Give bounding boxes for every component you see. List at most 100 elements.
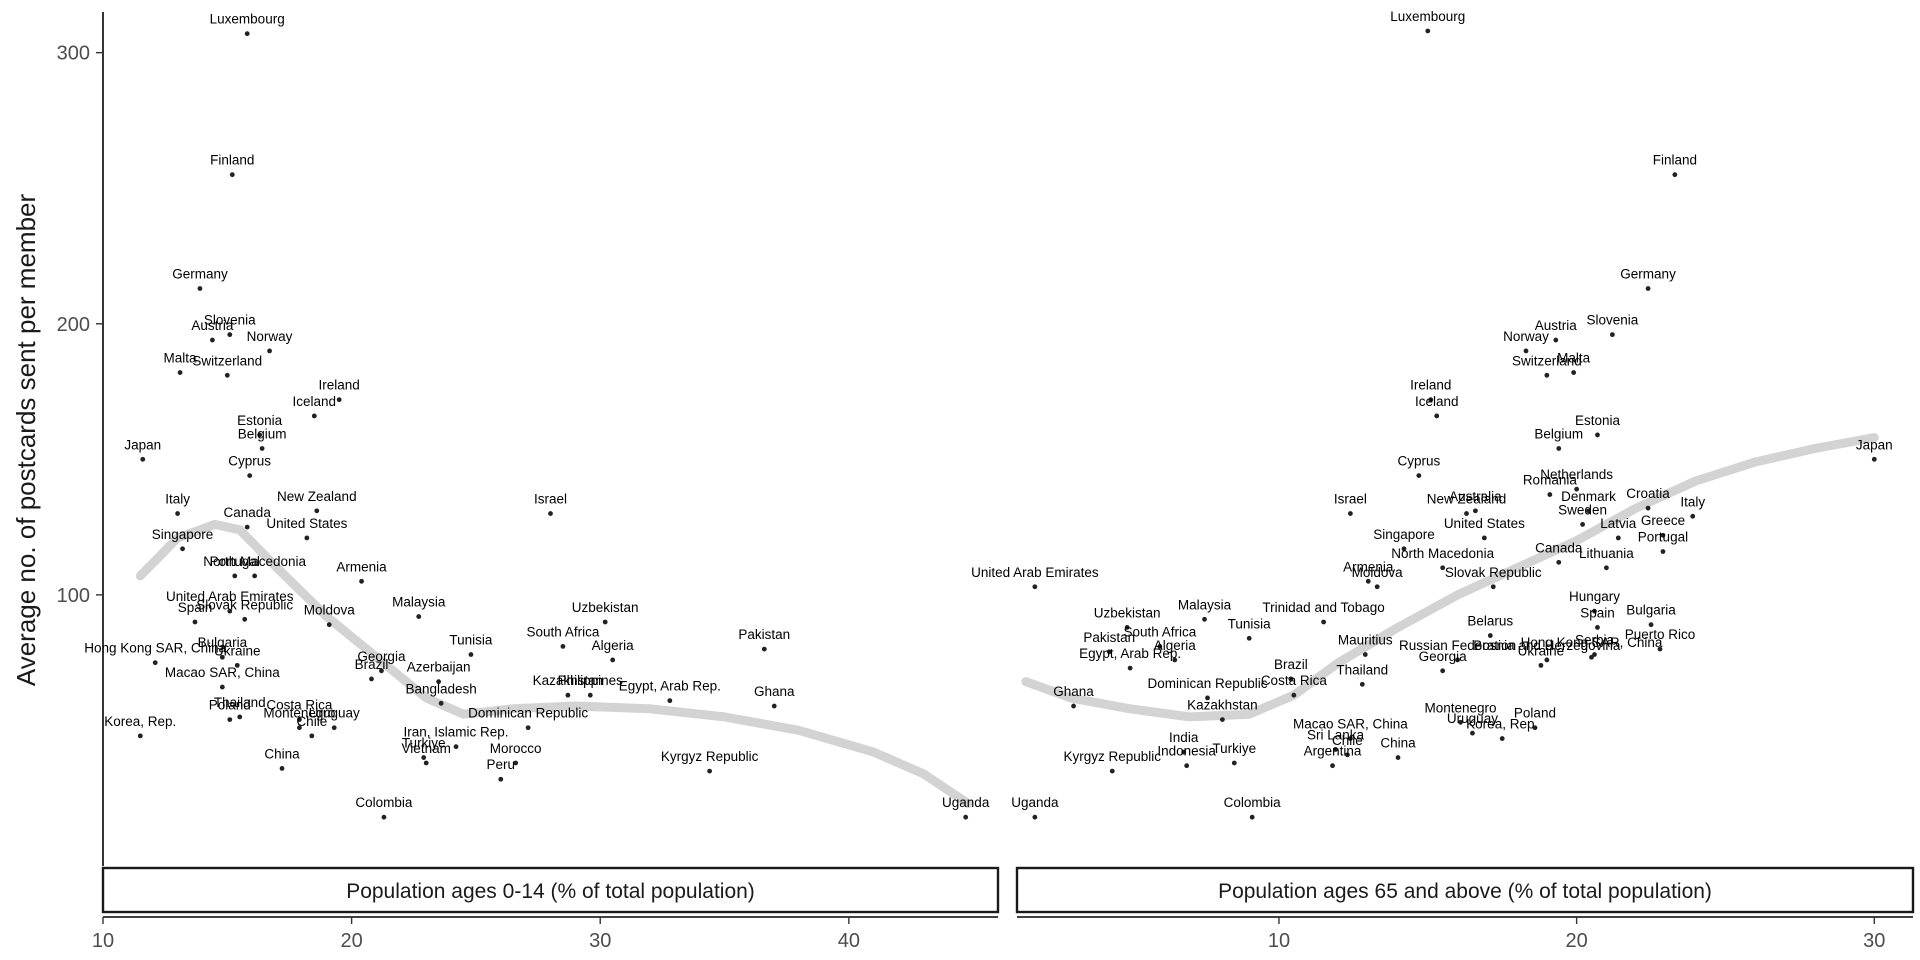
point-label: Portugal <box>210 554 260 569</box>
data-point <box>1574 486 1580 492</box>
strip-label: Population ages 0-14 (% of total populat… <box>346 880 755 903</box>
point-label: Israel <box>1334 492 1367 507</box>
point-label: Argentina <box>1304 744 1362 759</box>
point-label: Netherlands <box>1540 467 1613 482</box>
data-point <box>438 700 444 706</box>
point-label: Ukraine <box>214 643 261 658</box>
data-point <box>234 662 240 668</box>
point-label: Korea, Rep. <box>104 714 176 729</box>
point-label: Italy <box>1680 494 1705 509</box>
point-label: Cyprus <box>228 454 271 469</box>
data-point <box>1470 730 1475 736</box>
x-tick-label: 20 <box>1566 930 1588 952</box>
point-label: Norway <box>1503 329 1549 344</box>
point-label: Turkiye <box>1212 741 1256 756</box>
data-point <box>336 397 342 403</box>
point-label: Estonia <box>1575 413 1621 428</box>
point-label: Costa Rica <box>266 698 333 713</box>
data-point <box>602 619 608 625</box>
point-label: New Zealand <box>1427 492 1507 507</box>
data-point <box>180 546 185 552</box>
point-label: Philippines <box>558 673 624 688</box>
point-label: Colombia <box>1224 795 1282 810</box>
point-label: Moldova <box>1352 565 1404 580</box>
data-point <box>252 573 258 579</box>
data-point <box>227 717 233 722</box>
point-label: Armenia <box>1343 559 1394 574</box>
data-point <box>1609 332 1615 338</box>
data-point <box>1645 505 1651 511</box>
data-point <box>1481 535 1487 541</box>
data-point <box>1589 654 1594 660</box>
point-label: Luxembourg <box>210 12 285 27</box>
data-point <box>259 446 265 451</box>
data-point <box>314 508 320 514</box>
point-label: Peru <box>487 757 516 772</box>
point-label: Vietnam <box>402 741 451 756</box>
point-label: Spain <box>178 600 213 615</box>
data-point <box>1395 755 1401 760</box>
data-point <box>381 814 387 820</box>
data-point <box>1473 508 1478 514</box>
point-label: China <box>1380 736 1416 751</box>
data-point <box>1544 657 1550 663</box>
data-point <box>1333 747 1338 752</box>
data-point <box>1672 172 1678 178</box>
point-label: Italy <box>165 492 190 507</box>
data-point <box>1690 513 1696 519</box>
point-label: Ireland <box>1410 378 1451 393</box>
data-point <box>1490 584 1496 590</box>
data-point <box>667 698 673 704</box>
point-label: Macao SAR, China <box>165 665 280 680</box>
point-label: Korea, Rep. <box>1466 717 1538 732</box>
point-label: Malta <box>164 351 198 366</box>
data-point <box>227 332 233 338</box>
data-point <box>1124 625 1130 630</box>
data-point <box>209 337 215 343</box>
data-point <box>369 676 374 682</box>
data-point <box>309 733 315 739</box>
data-point <box>1071 703 1076 709</box>
data-point <box>761 646 767 652</box>
data-point <box>1553 337 1559 343</box>
data-point <box>1157 644 1163 649</box>
strip-box <box>1015 866 1915 914</box>
data-point <box>1219 717 1225 722</box>
strip-box <box>101 866 1000 914</box>
data-point <box>326 622 332 628</box>
point-label: Pakistan <box>738 627 790 642</box>
data-point <box>1172 657 1178 663</box>
point-label: Georgia <box>357 649 406 664</box>
point-label: Uzbekistan <box>572 600 639 615</box>
point-label: Egypt, Arab Rep. <box>619 679 721 694</box>
point-label: Finland <box>210 153 254 168</box>
point-label: Kyrgyz Republic <box>661 749 759 764</box>
data-point <box>192 619 198 625</box>
point-label: Moldova <box>304 603 356 618</box>
point-label: Belgium <box>1534 426 1583 441</box>
point-label: Israel <box>534 492 567 507</box>
x-tick-label: 30 <box>1863 930 1885 952</box>
point-label: Spain <box>1580 605 1615 620</box>
point-label: Montenegro <box>1425 700 1497 715</box>
point-label: Sri Lanka <box>1307 727 1365 742</box>
point-label: Iran, Islamic Rep. <box>404 725 509 740</box>
point-label: Puerto Rico <box>1625 627 1696 642</box>
data-point <box>707 768 713 774</box>
data-point <box>1603 565 1609 571</box>
data-point <box>436 679 442 685</box>
point-label: United States <box>266 516 347 531</box>
point-label: Singapore <box>152 527 214 542</box>
data-point <box>1347 736 1353 741</box>
point-label: Uganda <box>942 795 990 810</box>
point-label: Denmark <box>1561 489 1616 504</box>
data-point <box>1455 657 1460 663</box>
point-label: Sweden <box>1558 502 1607 517</box>
point-label: Uruguay <box>309 706 360 721</box>
point-label: Canada <box>224 505 272 520</box>
x-tick-label: 10 <box>1268 930 1290 952</box>
point-label: Malaysia <box>1178 597 1232 612</box>
point-label: United States <box>1444 516 1525 531</box>
point-label: Costa Rica <box>1261 673 1328 688</box>
data-point <box>1109 768 1115 774</box>
